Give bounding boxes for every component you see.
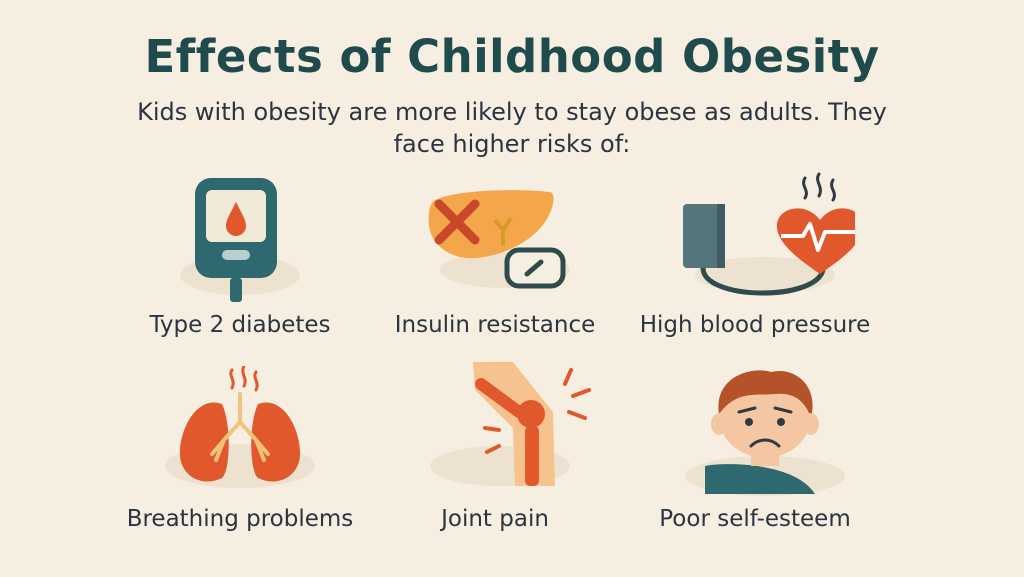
- effect-label: Poor self-esteem: [659, 506, 851, 532]
- liver-icon: [428, 190, 570, 289]
- effect-high-blood-pressure: High blood pressure: [605, 170, 905, 340]
- effect-label: Joint pain: [441, 506, 549, 532]
- effect-insulin-resistance: Insulin resistance: [345, 170, 645, 340]
- effect-label: Insulin resistance: [394, 312, 596, 338]
- sad-child-icon: [685, 370, 845, 496]
- lungs-icon: [165, 366, 315, 488]
- effect-breathing-problems: Breathing problems: [90, 366, 390, 536]
- effect-type-2-diabetes: Type 2 diabetes: [90, 170, 390, 340]
- page-subtitle: Kids with obesity are more likely to sta…: [137, 98, 887, 158]
- blood-pressure-heart-icon: [683, 172, 855, 296]
- page-title: Effects of Childhood Obesity: [144, 30, 880, 83]
- effect-label: Breathing problems: [126, 506, 354, 532]
- glucose-meter-icon: [180, 178, 300, 302]
- effect-poor-self-esteem: Poor self-esteem: [605, 366, 905, 536]
- effect-label: Type 2 diabetes: [149, 312, 331, 338]
- effect-label: High blood pressure: [639, 312, 871, 338]
- knee-joint-icon: [430, 362, 591, 486]
- effect-joint-pain: Joint pain: [345, 356, 645, 532]
